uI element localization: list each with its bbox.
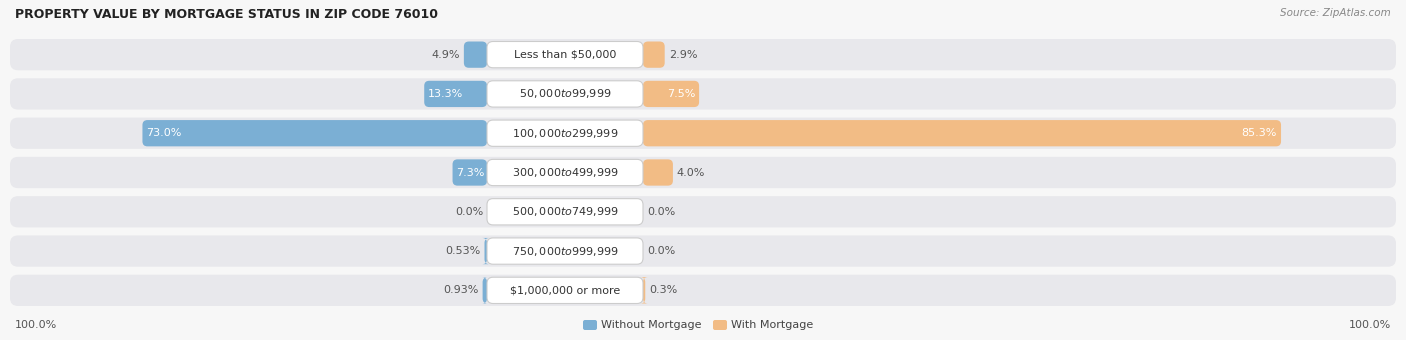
FancyBboxPatch shape [486, 81, 643, 107]
Text: Without Mortgage: Without Mortgage [600, 320, 702, 330]
Text: 2.9%: 2.9% [669, 50, 697, 59]
FancyBboxPatch shape [10, 196, 1396, 227]
FancyBboxPatch shape [10, 39, 1396, 70]
Text: 0.93%: 0.93% [443, 285, 478, 295]
FancyBboxPatch shape [142, 120, 486, 146]
FancyBboxPatch shape [486, 277, 643, 304]
Text: $100,000 to $299,999: $100,000 to $299,999 [512, 127, 619, 140]
Text: PROPERTY VALUE BY MORTGAGE STATUS IN ZIP CODE 76010: PROPERTY VALUE BY MORTGAGE STATUS IN ZIP… [15, 8, 439, 21]
FancyBboxPatch shape [482, 238, 489, 264]
Text: 0.3%: 0.3% [650, 285, 678, 295]
FancyBboxPatch shape [10, 157, 1396, 188]
Text: 7.5%: 7.5% [666, 89, 695, 99]
Text: 0.0%: 0.0% [454, 207, 484, 217]
Text: 0.0%: 0.0% [647, 246, 675, 256]
FancyBboxPatch shape [643, 81, 699, 107]
Text: Less than $50,000: Less than $50,000 [513, 50, 616, 59]
FancyBboxPatch shape [486, 159, 643, 186]
Text: $1,000,000 or more: $1,000,000 or more [510, 285, 620, 295]
FancyBboxPatch shape [643, 41, 665, 68]
FancyBboxPatch shape [425, 81, 486, 107]
FancyBboxPatch shape [10, 235, 1396, 267]
FancyBboxPatch shape [713, 320, 727, 330]
Text: 73.0%: 73.0% [146, 128, 181, 138]
FancyBboxPatch shape [10, 78, 1396, 109]
Text: $750,000 to $999,999: $750,000 to $999,999 [512, 244, 619, 258]
Text: $300,000 to $499,999: $300,000 to $499,999 [512, 166, 619, 179]
Text: 100.0%: 100.0% [15, 320, 58, 330]
FancyBboxPatch shape [486, 120, 643, 146]
Text: 4.0%: 4.0% [676, 168, 706, 177]
Text: 100.0%: 100.0% [1348, 320, 1391, 330]
Text: 13.3%: 13.3% [429, 89, 464, 99]
Text: $50,000 to $99,999: $50,000 to $99,999 [519, 87, 612, 100]
FancyBboxPatch shape [464, 41, 486, 68]
FancyBboxPatch shape [10, 275, 1396, 306]
FancyBboxPatch shape [486, 238, 643, 264]
FancyBboxPatch shape [643, 120, 1281, 146]
Text: 0.53%: 0.53% [446, 246, 481, 256]
FancyBboxPatch shape [640, 277, 648, 304]
Text: With Mortgage: With Mortgage [731, 320, 813, 330]
FancyBboxPatch shape [482, 277, 488, 304]
Text: 85.3%: 85.3% [1241, 128, 1277, 138]
FancyBboxPatch shape [10, 118, 1396, 149]
FancyBboxPatch shape [583, 320, 598, 330]
FancyBboxPatch shape [486, 199, 643, 225]
FancyBboxPatch shape [643, 159, 673, 186]
FancyBboxPatch shape [453, 159, 486, 186]
Text: Source: ZipAtlas.com: Source: ZipAtlas.com [1281, 8, 1391, 18]
Text: 7.3%: 7.3% [457, 168, 485, 177]
FancyBboxPatch shape [486, 41, 643, 68]
Text: 0.0%: 0.0% [647, 207, 675, 217]
Text: 4.9%: 4.9% [432, 50, 460, 59]
Text: $500,000 to $749,999: $500,000 to $749,999 [512, 205, 619, 218]
